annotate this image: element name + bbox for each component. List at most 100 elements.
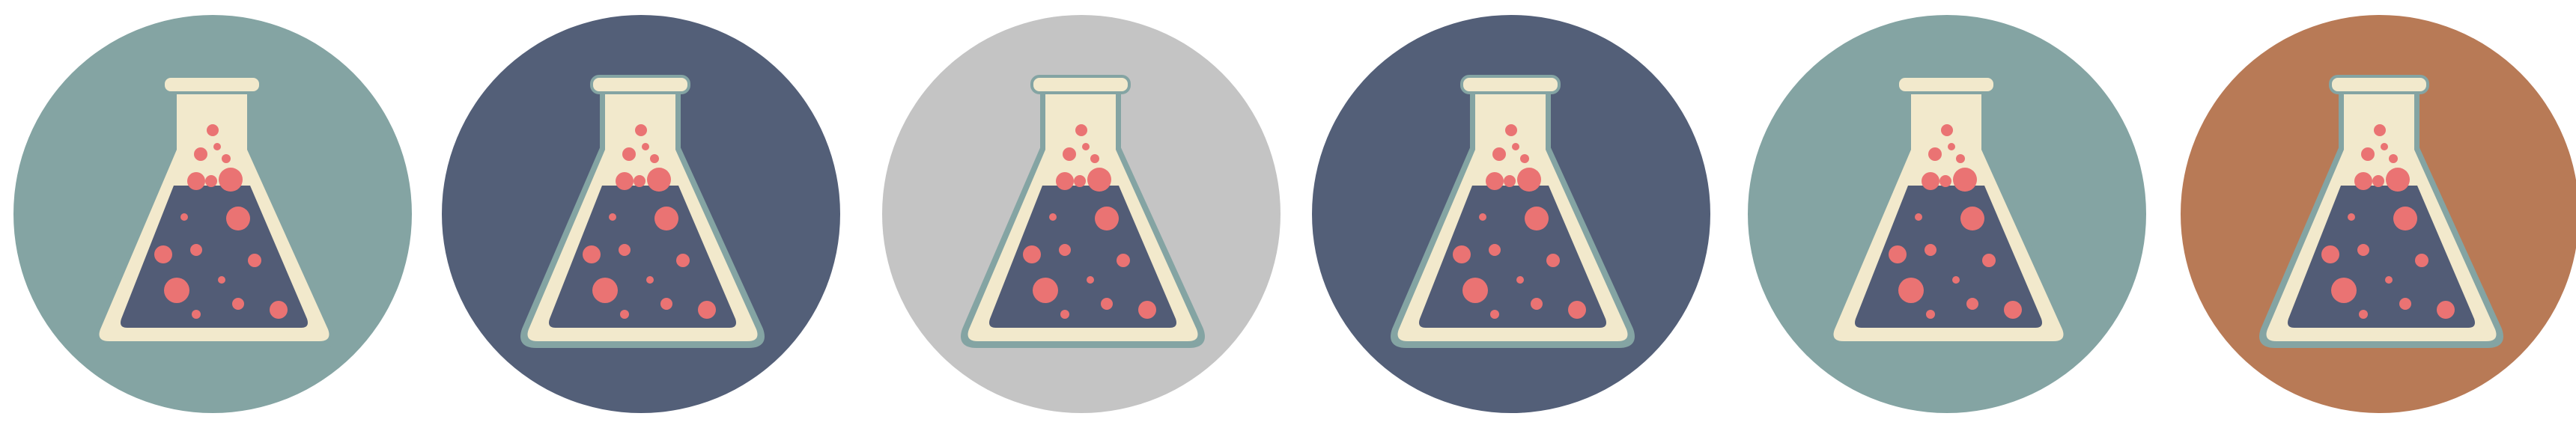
- bubble: [1925, 244, 1936, 256]
- bubble: [620, 310, 629, 319]
- bubble: [1517, 168, 1541, 192]
- bubble: [1490, 310, 1499, 319]
- flask-rim: [1896, 75, 1996, 94]
- bubble: [1056, 172, 1074, 190]
- bubble: [1960, 207, 1984, 230]
- bubble: [1926, 310, 1935, 319]
- bubble: [2361, 147, 2375, 161]
- bubble: [1504, 175, 1516, 187]
- bubble: [1922, 172, 1939, 190]
- bubble: [2381, 143, 2388, 150]
- bubble: [1059, 244, 1071, 256]
- bubble: [207, 124, 219, 136]
- bubble: [2415, 254, 2428, 267]
- bubble: [1489, 244, 1501, 256]
- flask-icon: [2259, 75, 2503, 348]
- bubble: [1952, 276, 1960, 284]
- flask-tile-2: [428, 0, 863, 443]
- flask-svg: [1748, 15, 2146, 413]
- flask-icon: [1391, 75, 1635, 348]
- bubble: [616, 172, 634, 190]
- bubble: [232, 298, 244, 310]
- bubble: [634, 175, 645, 187]
- bubble: [226, 207, 250, 230]
- flask-rim: [162, 75, 262, 94]
- bubble: [619, 244, 631, 256]
- bubble: [219, 168, 243, 192]
- bubble: [180, 213, 188, 221]
- bubble: [164, 278, 189, 303]
- flask-rim: [1460, 75, 1561, 94]
- bubble: [609, 213, 616, 221]
- bubble: [2004, 301, 2022, 319]
- bubble: [1928, 147, 1942, 161]
- bubble: [1486, 172, 1504, 190]
- bubble: [698, 301, 716, 319]
- bubble: [1889, 245, 1907, 263]
- bubble: [592, 278, 618, 303]
- bubble: [1082, 143, 1090, 150]
- bubble: [2386, 168, 2410, 192]
- bubble: [2385, 276, 2393, 284]
- bubble: [2399, 298, 2411, 310]
- bubble: [676, 254, 690, 267]
- bubble: [1453, 245, 1471, 263]
- bubble: [1898, 278, 1924, 303]
- flask-tile-5: [1734, 0, 2169, 443]
- bubble: [1095, 207, 1119, 230]
- bubble: [1063, 147, 1076, 161]
- bubble: [2372, 175, 2384, 187]
- bubble: [1546, 254, 1560, 267]
- bubble: [213, 143, 221, 150]
- bubble: [190, 244, 202, 256]
- bubble: [1462, 278, 1488, 303]
- bubble: [1516, 276, 1524, 284]
- bubble: [2348, 213, 2355, 221]
- bubble: [1915, 213, 1922, 221]
- bubble: [1520, 154, 1529, 163]
- bubble: [270, 301, 288, 319]
- bubble: [647, 168, 671, 192]
- bubble: [2393, 207, 2417, 230]
- flask-svg: [13, 15, 412, 413]
- flask-icon: [92, 75, 336, 348]
- bubble: [1948, 143, 1955, 150]
- bubble: [650, 154, 659, 163]
- bubble: [1087, 168, 1111, 192]
- bubble: [2331, 278, 2357, 303]
- bubble: [1939, 175, 1951, 187]
- flask-tile-4: [1298, 0, 1733, 443]
- bubble: [1982, 254, 1996, 267]
- bubble: [2354, 172, 2372, 190]
- bubble: [1941, 124, 1953, 136]
- bubble: [1117, 254, 1130, 267]
- bubble: [194, 147, 207, 161]
- bubble: [635, 124, 647, 136]
- bubble: [2359, 310, 2368, 319]
- bubble: [583, 245, 601, 263]
- bubble: [2437, 301, 2455, 319]
- bubble: [642, 143, 649, 150]
- bubble: [2357, 244, 2369, 256]
- bubble: [1505, 124, 1517, 136]
- bubble: [1060, 310, 1069, 319]
- bubble: [1953, 168, 1977, 192]
- bubble: [622, 147, 636, 161]
- bubble: [660, 298, 672, 310]
- bubble: [1087, 276, 1094, 284]
- bubble: [1101, 298, 1113, 310]
- bubble: [646, 276, 654, 284]
- flask-rim: [590, 75, 690, 94]
- bubble: [1138, 301, 1156, 319]
- bubble: [205, 175, 217, 187]
- flask-icon: [961, 75, 1205, 348]
- flask-icon: [1826, 75, 2071, 348]
- bubble: [154, 245, 172, 263]
- bubble: [1966, 298, 1978, 310]
- bubble: [222, 154, 231, 163]
- bubble: [1023, 245, 1041, 263]
- flask-tile-1: [0, 0, 434, 443]
- bubble: [654, 207, 678, 230]
- bubble: [2389, 154, 2398, 163]
